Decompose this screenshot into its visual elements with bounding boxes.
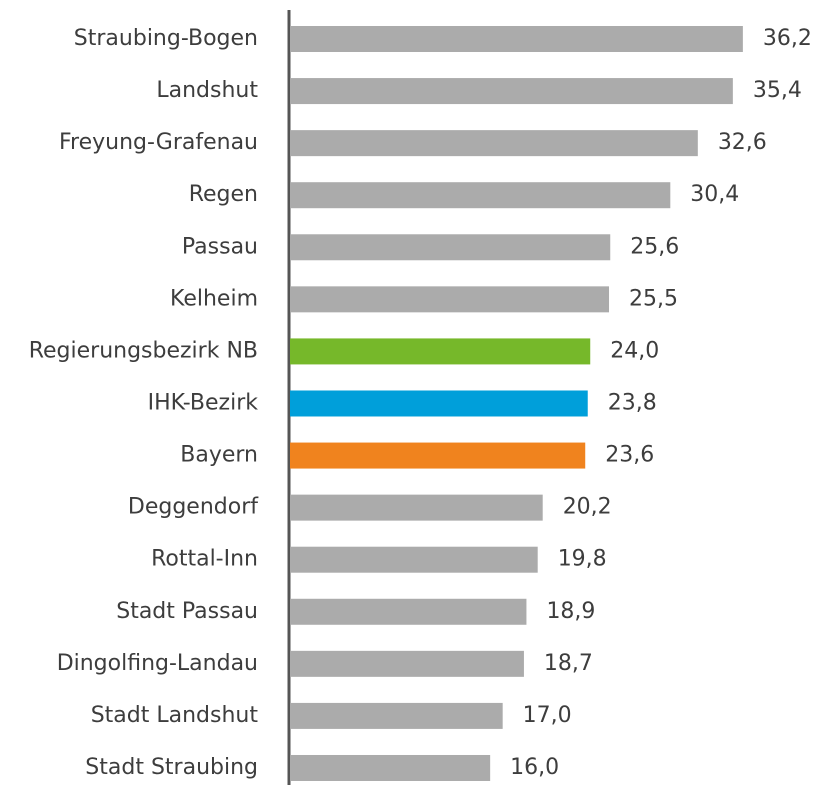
bar	[290, 130, 698, 157]
value-label: 30,4	[690, 182, 739, 207]
value-label: 17,0	[523, 703, 572, 728]
category-label: Stadt Passau	[116, 599, 258, 624]
value-label: 19,8	[558, 547, 607, 572]
bar	[290, 78, 733, 105]
value-label: 36,2	[763, 26, 812, 51]
category-label: Landshut	[156, 78, 258, 103]
value-label: 18,9	[546, 599, 595, 624]
category-label: Deggendorf	[128, 495, 259, 520]
category-label: Regierungsbezirk NB	[29, 338, 258, 363]
category-label: Bayern	[180, 443, 258, 468]
value-label: 32,6	[718, 130, 767, 155]
bar	[290, 598, 527, 625]
category-label: Passau	[182, 234, 258, 259]
bar	[290, 182, 671, 209]
bar	[290, 494, 543, 521]
value-label: 18,7	[544, 651, 593, 676]
category-label: Stadt Straubing	[85, 755, 258, 780]
category-label: Freyung-Grafenau	[59, 130, 258, 155]
category-label: Stadt Landshut	[91, 703, 259, 728]
bar	[290, 650, 524, 677]
bar	[290, 338, 591, 365]
bar	[290, 702, 503, 729]
category-label: Rottal-Inn	[151, 547, 258, 572]
value-label: 35,4	[753, 78, 802, 103]
bar	[290, 754, 491, 781]
category-label: Regen	[189, 182, 258, 207]
value-label: 25,5	[629, 286, 678, 311]
value-label: 16,0	[510, 755, 559, 780]
bar	[290, 546, 538, 573]
bar	[290, 234, 611, 261]
category-label: Kelheim	[170, 286, 258, 311]
value-label: 25,6	[630, 234, 679, 259]
category-label: Straubing-Bogen	[74, 26, 258, 51]
bar	[290, 26, 743, 52]
category-label: IHK-Bezirk	[148, 390, 259, 415]
value-label: 20,2	[563, 495, 612, 520]
category-label: Dingolfing-Landau	[57, 651, 258, 676]
value-label: 23,8	[608, 390, 657, 415]
bar	[290, 286, 610, 313]
value-label: 24,0	[610, 338, 659, 363]
bar	[290, 390, 588, 417]
value-label: 23,6	[605, 443, 654, 468]
bar	[290, 442, 586, 469]
